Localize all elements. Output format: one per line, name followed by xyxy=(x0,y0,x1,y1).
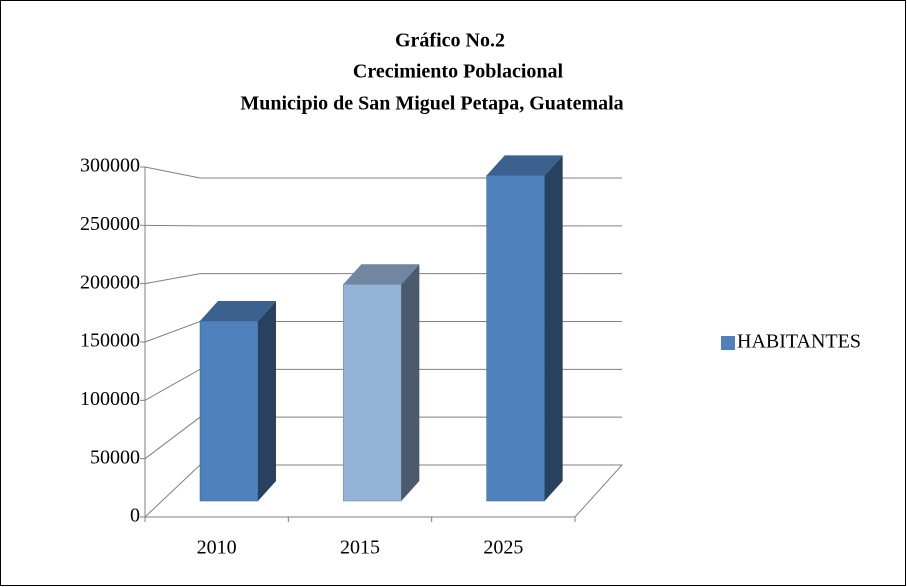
bar-top xyxy=(200,300,276,321)
y-tick-label: 300000 xyxy=(80,155,140,177)
y-tick-label: 200000 xyxy=(80,271,140,293)
legend-swatch xyxy=(721,336,735,350)
bar xyxy=(199,300,276,502)
bar-top xyxy=(343,264,420,285)
x-tick-label: 2025 xyxy=(483,537,523,559)
x-tick-label: 2010 xyxy=(197,537,237,559)
grid-line xyxy=(144,273,622,285)
bar xyxy=(343,264,420,502)
grid-line xyxy=(144,224,622,227)
y-tick-label: 150000 xyxy=(80,330,140,352)
y-tick-label: 0 xyxy=(130,505,140,527)
bar xyxy=(486,155,563,502)
grid-line xyxy=(144,166,622,179)
legend-label: HABITANTES xyxy=(737,331,861,353)
y-tick-label: 250000 xyxy=(80,213,140,235)
bar-front xyxy=(199,320,259,502)
chart-title: Gráfico No.2 xyxy=(395,30,505,52)
bar-front xyxy=(486,175,545,502)
bar-side xyxy=(258,300,276,501)
bar-side xyxy=(544,155,563,501)
y-tick-label: 100000 xyxy=(80,388,140,410)
bar-side xyxy=(401,264,420,501)
x-tick-label: 2015 xyxy=(340,537,380,559)
y-tick-label: 50000 xyxy=(90,446,140,468)
bar-top xyxy=(486,155,563,176)
chart-title: Municipio de San Miguel Petapa, Guatemal… xyxy=(240,93,623,115)
bar-front xyxy=(343,284,402,502)
chart-title: Crecimiento Poblacional xyxy=(353,61,564,83)
